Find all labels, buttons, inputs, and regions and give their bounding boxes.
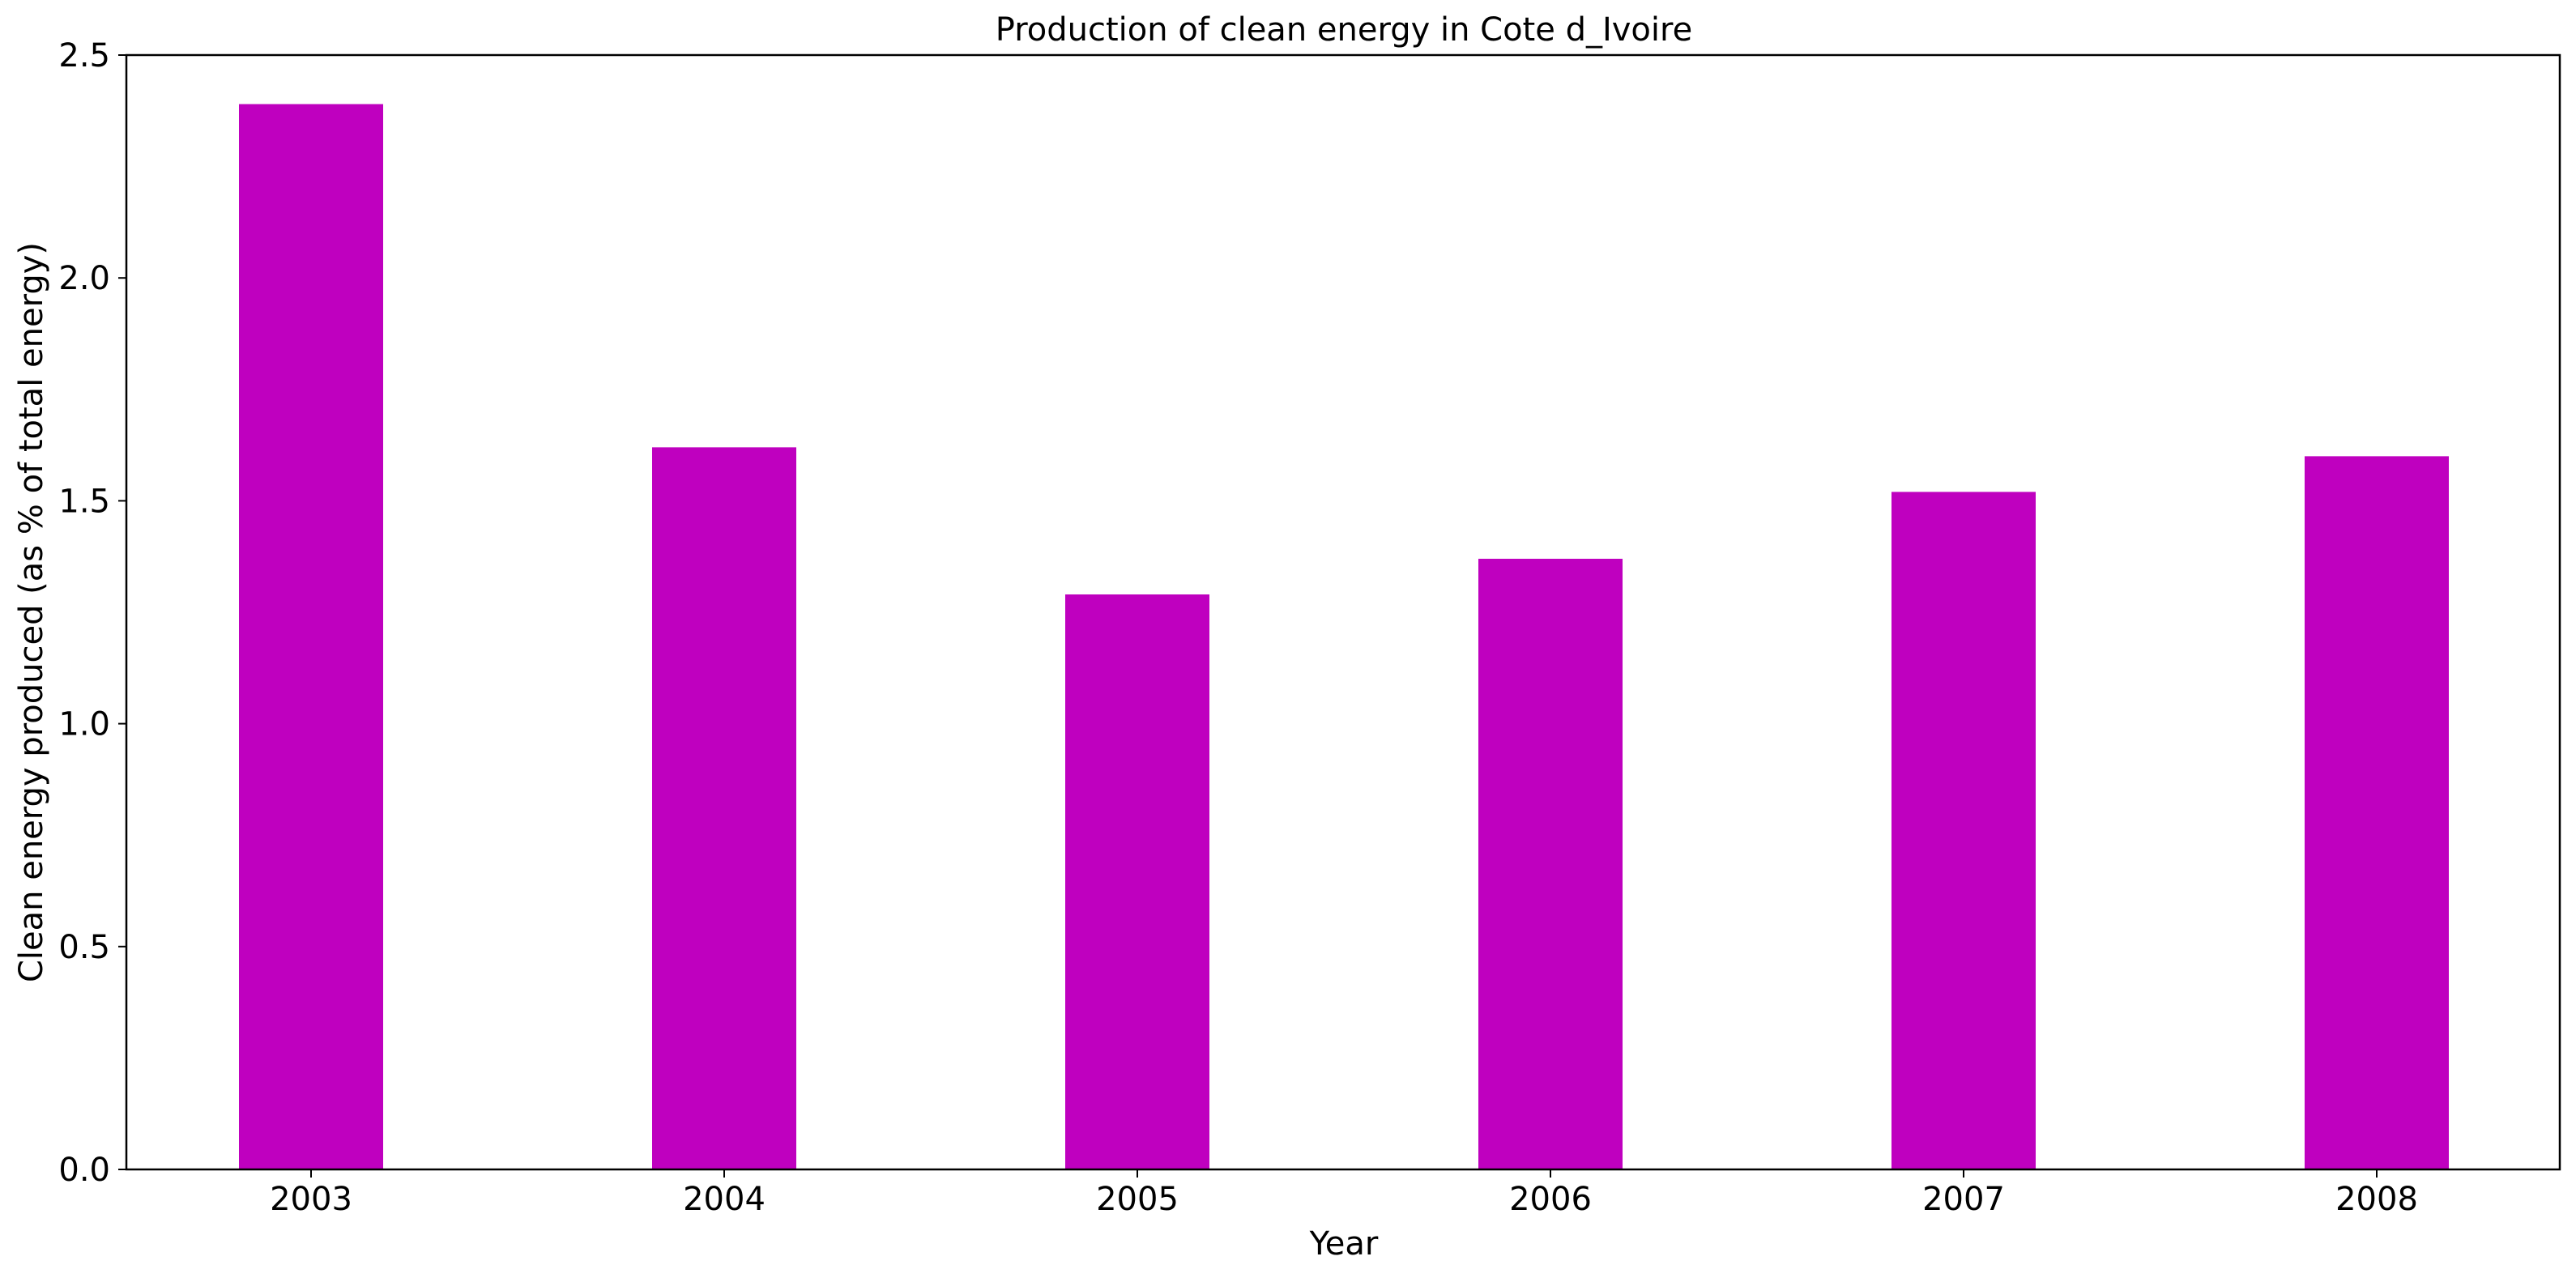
x-tick-label: 2008 (2335, 1181, 2418, 1218)
y-tick-label: 1.5 (58, 483, 110, 520)
bar-2005 (1065, 594, 1209, 1169)
y-tick-label: 0.0 (58, 1152, 110, 1189)
y-axis-label: Clean energy produced (as % of total ene… (13, 242, 50, 982)
y-tick-label: 2.0 (58, 260, 110, 297)
chart-title: Production of clean energy in Cote d_Ivo… (996, 11, 1692, 49)
x-tick-label: 2007 (1922, 1181, 2005, 1218)
x-tick-label: 2006 (1509, 1181, 1592, 1218)
plot-frame (125, 53, 2561, 1171)
bar-2003 (239, 104, 383, 1170)
bar-2007 (1891, 492, 2036, 1169)
bar-2008 (2305, 456, 2449, 1169)
bar-2006 (1478, 558, 1623, 1169)
x-axis-label: Year (1309, 1225, 1379, 1263)
x-tick-label: 2005 (1096, 1181, 1179, 1218)
x-tick-label: 2004 (683, 1181, 766, 1218)
y-tick-label: 2.5 (58, 37, 110, 75)
y-tick-label: 1.0 (58, 706, 110, 743)
x-tick-label: 2003 (270, 1181, 352, 1218)
bars-layer (239, 104, 2449, 1170)
x-axis: 2003 2004 2005 2006 2007 2008 (270, 1169, 2418, 1218)
y-tick-label: 0.5 (58, 929, 110, 966)
bar-2004 (652, 447, 796, 1169)
y-axis: 0.0 0.5 1.0 1.5 2.0 2.5 (58, 37, 126, 1189)
